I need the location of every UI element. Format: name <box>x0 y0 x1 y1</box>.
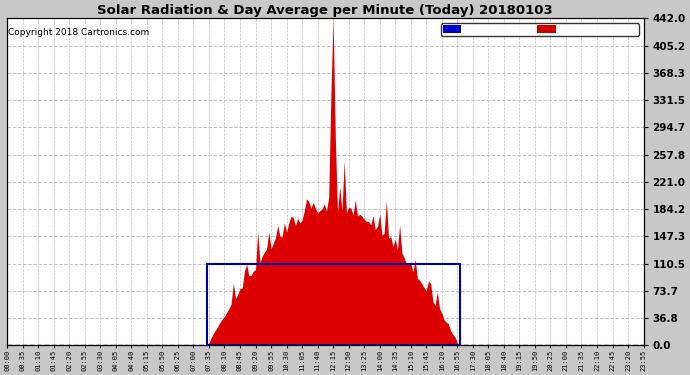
Bar <box>207 264 460 345</box>
Title: Solar Radiation & Day Average per Minute (Today) 20180103: Solar Radiation & Day Average per Minute… <box>97 4 553 17</box>
Text: Copyright 2018 Cartronics.com: Copyright 2018 Cartronics.com <box>8 28 149 37</box>
Legend: Median (W/m2), Radiation (W/m2): Median (W/m2), Radiation (W/m2) <box>442 23 639 36</box>
